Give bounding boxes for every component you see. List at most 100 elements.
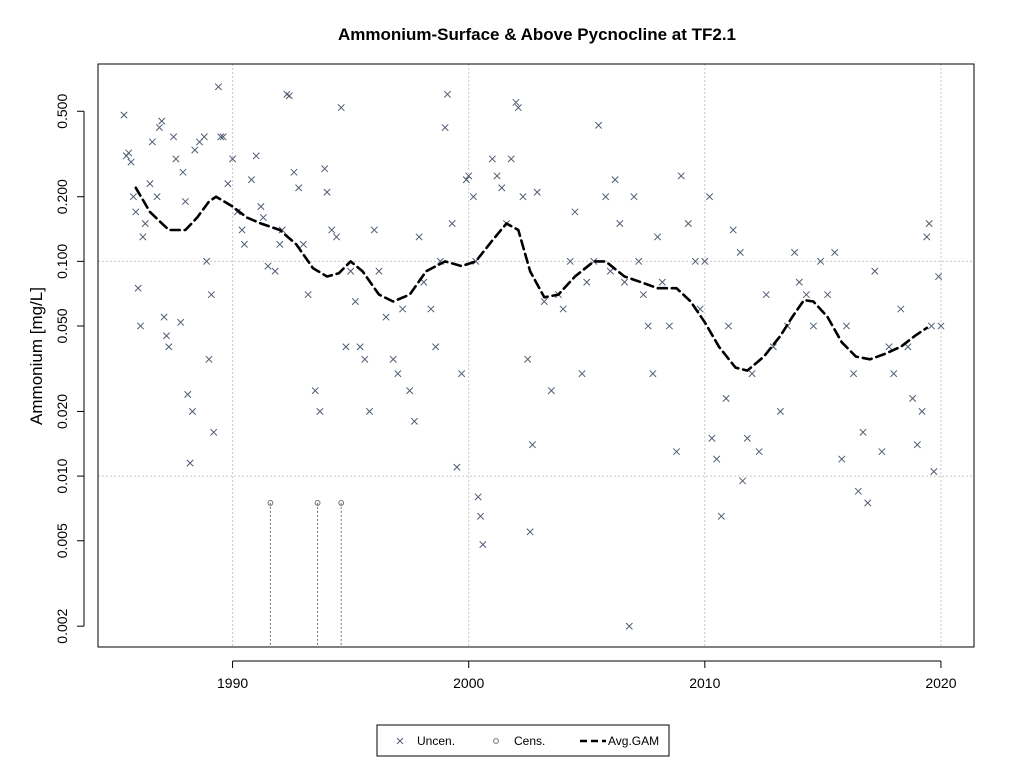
y-tick-label: 0.020	[54, 394, 70, 429]
uncensored-point	[214, 83, 222, 91]
uncensored-point	[370, 226, 378, 234]
uncensored-point	[278, 226, 286, 234]
y-axis-label: Ammonium [mg/L]	[27, 287, 46, 425]
uncensored-point	[654, 233, 662, 241]
uncensored-point	[864, 499, 872, 507]
uncensored-point	[476, 512, 485, 520]
uncensored-point	[639, 291, 647, 299]
uncensored-point	[616, 219, 624, 228]
uncensored-point	[526, 528, 534, 536]
censored-point	[267, 500, 274, 506]
uncensored-point	[809, 322, 817, 330]
uncensored-point	[705, 193, 714, 201]
uncensored-point	[859, 428, 867, 436]
uncensored-point	[762, 291, 770, 299]
y-tick-label: 0.050	[54, 308, 70, 343]
uncensored-point	[200, 133, 208, 141]
uncensored-point	[148, 138, 156, 146]
plot-frame	[97, 63, 975, 648]
uncensored-point	[578, 370, 586, 378]
x-tick-label: 1990	[217, 675, 248, 691]
uncensored-point	[420, 278, 428, 286]
uncensored-point	[909, 394, 917, 402]
y-tick-label: 0.010	[54, 458, 70, 493]
uncensored-point	[620, 278, 629, 286]
uncensored-point	[935, 272, 943, 281]
uncensored-point	[816, 257, 825, 265]
uncensored-point	[132, 208, 140, 216]
uncensored-point	[165, 343, 173, 351]
uncensored-point	[207, 291, 215, 299]
legend-box	[376, 724, 670, 757]
legend-cens-label: Cens.	[514, 734, 545, 748]
uncensored-point	[602, 193, 610, 201]
uncensored-point	[129, 193, 137, 201]
uncensored-point	[469, 193, 477, 201]
uncensored-point	[547, 387, 555, 395]
uncensored-point	[776, 407, 784, 416]
uncensored-point	[479, 540, 487, 549]
uncensored-point	[802, 291, 810, 299]
uncensored-point	[146, 180, 154, 188]
uncensored-point	[410, 417, 418, 425]
legend-uncen-label: Uncen.	[417, 734, 455, 748]
uncensored-point	[854, 487, 862, 495]
uncensored-point	[925, 219, 933, 228]
uncensored-point	[203, 257, 211, 265]
uncensored-point	[630, 193, 638, 201]
uncensored-point	[824, 291, 832, 299]
uncensored-point	[635, 257, 643, 265]
uncensored-point	[351, 297, 359, 306]
uncensored-point	[120, 111, 128, 119]
uncensored-point	[271, 267, 279, 275]
uncensored-point	[155, 123, 163, 132]
uncensored-point	[134, 284, 142, 292]
uncensored-point	[224, 180, 232, 188]
uncensored-point	[399, 305, 407, 313]
uncensored-point	[930, 467, 938, 476]
uncensored-point	[913, 441, 921, 449]
uncensored-point	[285, 92, 293, 100]
censored-point	[314, 500, 321, 506]
y-tick-label: 0.005	[54, 523, 70, 558]
uncensored-point	[323, 188, 331, 196]
uncensored-point	[795, 278, 803, 286]
uncensored-point	[890, 370, 898, 378]
uncensored-point	[347, 267, 355, 275]
uncensored-point	[443, 90, 452, 98]
uncensored-point	[210, 428, 218, 436]
uncensored-point	[850, 370, 858, 378]
legend-uncen-marker	[396, 737, 404, 745]
uncensored-point	[311, 387, 319, 395]
points-layer	[120, 83, 945, 630]
uncensored-point	[493, 172, 501, 180]
uncensored-point	[365, 407, 374, 416]
uncensored-point	[153, 193, 161, 201]
uncensored-point	[649, 370, 657, 378]
uncensored-point	[559, 305, 567, 313]
censored-point	[338, 500, 345, 506]
uncensored-point	[739, 477, 747, 485]
uncensored-point	[160, 313, 168, 321]
y-tick-label: 0.500	[54, 94, 70, 129]
uncensored-point	[276, 240, 284, 248]
uncensored-point	[672, 448, 681, 456]
uncensored-point	[406, 387, 414, 395]
y-tick-label: 0.100	[54, 244, 70, 279]
uncensored-point	[755, 448, 763, 456]
uncensored-point	[524, 355, 532, 363]
uncensored-point	[937, 322, 945, 330]
uncensored-point	[736, 248, 744, 257]
uncensored-point	[842, 322, 851, 330]
uncensored-point	[684, 219, 692, 228]
x-tick-label: 2010	[689, 675, 720, 691]
uncensored-point	[188, 407, 197, 416]
uncensored-point	[139, 233, 147, 241]
uncensored-point	[427, 305, 435, 313]
legend-cens-marker	[493, 738, 499, 744]
uncensored-point	[743, 434, 751, 442]
uncensored-point	[713, 455, 721, 463]
uncensored-point	[583, 278, 591, 286]
uncensored-point	[838, 455, 846, 463]
